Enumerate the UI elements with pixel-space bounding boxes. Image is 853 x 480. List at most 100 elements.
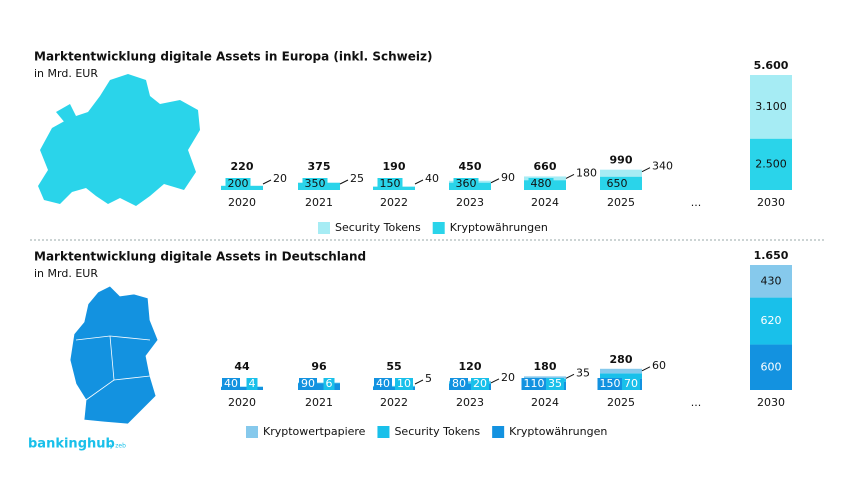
value-label: 5: [425, 372, 432, 385]
legend-swatch: [318, 222, 330, 234]
label-box: [521, 378, 547, 390]
value-label: 6: [326, 377, 333, 390]
leader-line: [414, 179, 424, 185]
label-box: [528, 178, 554, 190]
value-label: 180: [576, 166, 597, 179]
label-box: [546, 378, 564, 390]
legend-swatch: [492, 426, 505, 438]
label-box: [225, 178, 251, 190]
bar-segment: [373, 386, 415, 390]
bar-segment: [750, 344, 792, 390]
x-tick-label: 2021: [305, 396, 333, 409]
value-label: 80: [452, 377, 466, 390]
leader-line: [490, 178, 500, 184]
total-label: 5.600: [754, 59, 789, 72]
label-box: [604, 178, 630, 190]
bar-segment: [750, 138, 792, 190]
bar-segment: [600, 368, 642, 374]
value-label: 40: [425, 172, 439, 185]
label-box: [299, 378, 317, 390]
value-label: 360: [456, 177, 477, 190]
germany-map: [69, 285, 159, 425]
label-box: [246, 378, 258, 390]
label-box: [622, 378, 640, 390]
bar-segment: [221, 386, 263, 390]
legend-swatch: [246, 426, 258, 438]
label-box: [222, 378, 240, 390]
leader-line: [414, 379, 424, 385]
total-label: 220: [231, 160, 254, 173]
value-label: 2.500: [755, 157, 787, 170]
chart-subtitle: in Mrd. EUR: [34, 67, 98, 80]
legend-label: Security Tokens: [335, 221, 421, 234]
chart-subtitle: in Mrd. EUR: [34, 267, 98, 280]
value-label: 10: [397, 377, 411, 390]
bar-segment: [373, 386, 415, 387]
legend-label: Security Tokens: [394, 425, 480, 438]
x-tick-label: 2022: [380, 196, 408, 209]
label-box: [302, 178, 328, 190]
label-box: [374, 378, 392, 390]
x-tick-label: 2023: [456, 196, 484, 209]
total-label: 44: [234, 360, 250, 373]
value-label: 20: [473, 377, 487, 390]
value-label: 40: [376, 377, 390, 390]
label-box: [323, 378, 335, 390]
value-label: 3.100: [755, 100, 787, 113]
chart-title: Marktentwicklung digitale Assets in Deut…: [34, 250, 366, 264]
label-box: [597, 378, 623, 390]
x-tick-label: 2023: [456, 396, 484, 409]
value-label: 200: [228, 177, 249, 190]
legend-swatch: [432, 222, 445, 234]
leader-line: [490, 378, 500, 384]
x-tick-label: 2020: [228, 196, 256, 209]
x-tick-label: 2030: [757, 396, 785, 409]
legend-label: Kryptowertpapiere: [263, 425, 366, 438]
label-box: [471, 378, 489, 390]
label-box: [395, 378, 413, 390]
total-label: 55: [386, 360, 401, 373]
x-tick-label: 2021: [305, 196, 333, 209]
x-tick-label: ...: [691, 196, 702, 209]
bar-segment: [600, 373, 642, 379]
value-label: 620: [761, 314, 782, 327]
value-label: 150: [600, 377, 621, 390]
value-label: 340: [652, 160, 673, 173]
bar-segment: [750, 297, 792, 345]
value-label: 90: [301, 377, 315, 390]
x-tick-label: 2024: [531, 196, 559, 209]
map-border: [113, 375, 151, 381]
brand-by: by zeb: [106, 443, 126, 450]
total-label: 660: [534, 160, 557, 173]
legend-label: Kryptowährungen: [450, 221, 548, 234]
map-shape: [69, 285, 159, 425]
x-tick-label: 2024: [531, 396, 559, 409]
x-tick-label: 2022: [380, 396, 408, 409]
value-label: 110: [524, 377, 545, 390]
leader-line: [641, 366, 651, 372]
value-label: 4: [249, 377, 256, 390]
value-label: 650: [607, 177, 628, 190]
label-box: [377, 178, 403, 190]
leader-line: [565, 373, 575, 379]
total-label: 96: [311, 360, 327, 373]
total-label: 375: [308, 160, 331, 173]
total-label: 280: [610, 353, 633, 366]
value-label: 480: [531, 177, 552, 190]
value-label: 20: [273, 172, 287, 185]
legend-swatch: [377, 426, 390, 438]
x-tick-label: 2025: [607, 196, 635, 209]
chart-title: Marktentwicklung digitale Assets in Euro…: [34, 50, 432, 64]
value-label: 430: [761, 274, 782, 287]
value-label: 600: [761, 360, 782, 373]
x-tick-label: 2020: [228, 396, 256, 409]
leader-line: [641, 167, 651, 173]
value-label: 90: [501, 171, 515, 184]
total-label: 190: [383, 160, 406, 173]
label-box: [453, 178, 479, 190]
total-label: 450: [459, 160, 482, 173]
value-label: 20: [501, 371, 515, 384]
value-label: 150: [380, 177, 401, 190]
total-label: 120: [459, 360, 482, 373]
